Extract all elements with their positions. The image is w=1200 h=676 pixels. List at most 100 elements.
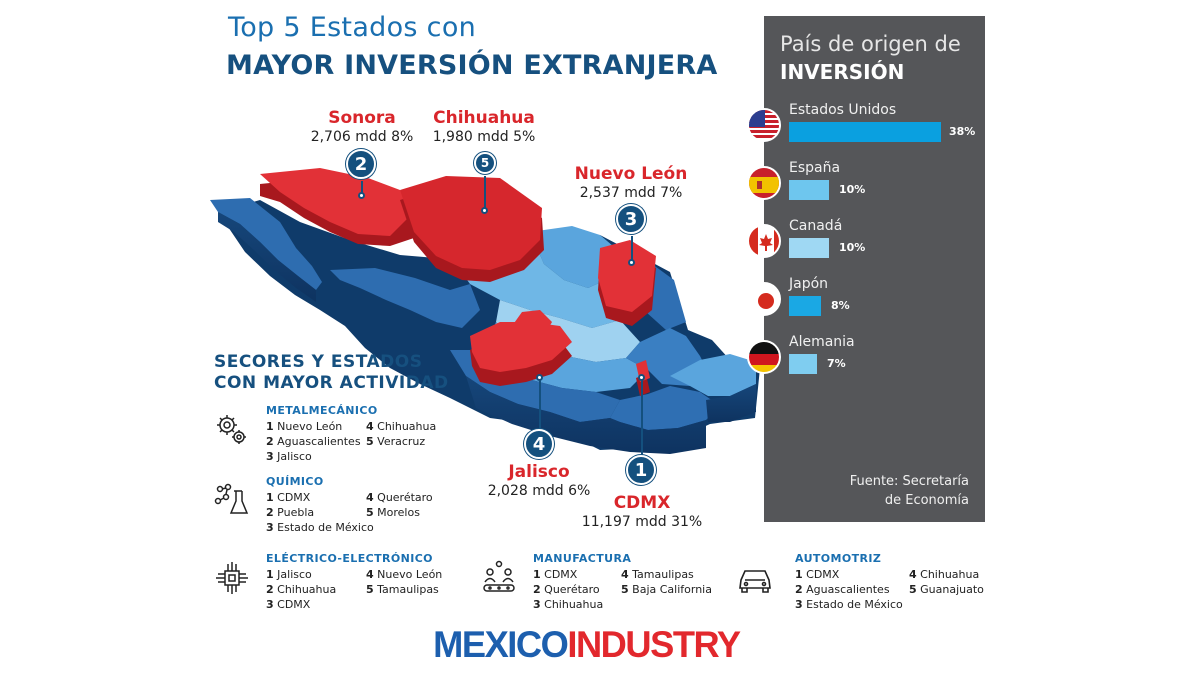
state-value: 2,706 mdd 8%: [310, 129, 414, 145]
sector-rank-item: 5 Baja California: [621, 583, 712, 596]
sector-name: QUÍMICO: [266, 475, 324, 488]
sector-name: METALMECÁNICO: [266, 404, 378, 417]
sector-name: ELÉCTRICO-ELECTRÓNICO: [266, 552, 433, 565]
map-baja-california: [210, 198, 322, 290]
car-icon: [739, 570, 771, 593]
state-name: Nuevo León: [574, 164, 688, 184]
sector-quimico: QUÍMICO 1 CDMX 2 Puebla 3 Estado de Méxi…: [214, 475, 466, 535]
gears-icon: [217, 415, 246, 444]
map-south-east: [610, 386, 720, 430]
country-row-spain: España 10%: [747, 160, 985, 210]
state-value: 2,028 mdd 6%: [487, 483, 591, 499]
origin-title-1: País de origen de: [780, 32, 961, 56]
map-jalisco: [470, 310, 572, 386]
country-name: Japón: [789, 276, 829, 292]
title-line-1: Top 5 Estados con: [228, 12, 477, 43]
country-bar: [789, 354, 817, 374]
map-nuevo-leon: [598, 240, 656, 326]
pin-dot: [481, 207, 488, 214]
sectors-title-line-2: CON MAYOR ACTIVIDAD: [214, 373, 449, 393]
germany-flag-icon: [747, 340, 781, 374]
sector-rank-item: 4 Tamaulipas: [621, 568, 694, 581]
sector-rank-item: 1 CDMX: [266, 491, 311, 504]
state-label-cdmx: CDMX 11,197 mdd 31%: [574, 493, 710, 530]
pin-line: [484, 176, 486, 210]
flask-molecule-icon: [214, 483, 249, 514]
country-name: España: [789, 160, 841, 176]
state-value: 1,980 mdd 5%: [432, 129, 536, 145]
state-name: CDMX: [613, 493, 671, 513]
usa-flag-icon: [747, 108, 781, 142]
state-name: Sonora: [328, 108, 396, 128]
country-pct: 7%: [827, 357, 846, 370]
pin-dot: [628, 259, 635, 266]
sector-rank-item: 3 Estado de México: [795, 598, 903, 611]
country-bar: [789, 122, 941, 142]
sector-rank-item: 4 Chihuahua: [909, 568, 980, 581]
map-chihuahua: [400, 176, 544, 282]
pin-dot: [358, 192, 365, 199]
state-value: 2,537 mdd 7%: [579, 185, 683, 201]
map-yucatan: [670, 354, 756, 396]
sector-automotriz: AUTOMOTRIZ 1 CDMX 2 Aguascalientes 3 Est…: [739, 552, 995, 612]
pin-line: [631, 236, 633, 262]
sector-rank-item: 5 Tamaulipas: [366, 583, 439, 596]
map-sinaloa: [330, 268, 480, 328]
origin-panel: País de origen de INVERSIÓN Estados Unid…: [747, 16, 985, 522]
sector-rank-item: 3 Estado de México: [266, 521, 374, 534]
rank-badge-1: 1: [626, 455, 656, 485]
sectors-title: SECORES Y ESTADOS CON MAYOR ACTIVIDAD: [214, 352, 449, 394]
sector-rank-item: 5 Veracruz: [366, 435, 426, 448]
sector-rank-item: 3 CDMX: [266, 598, 311, 611]
sector-rank-item: 2 Chihuahua: [266, 583, 337, 596]
country-bar: [789, 180, 829, 200]
source-note: Fuente: Secretaría de Economía: [850, 472, 969, 510]
country-name: Canadá: [789, 218, 843, 234]
sector-rank-item: 3 Chihuahua: [533, 598, 604, 611]
state-label-jalisco: Jalisco 2,028 mdd 6%: [474, 462, 604, 499]
state-label-sonora: Sonora 2,706 mdd 8%: [298, 108, 426, 145]
country-row-germany: Alemania 7%: [747, 334, 985, 384]
map-south-side: [466, 376, 706, 454]
sector-rank-item: 2 Puebla: [266, 506, 315, 519]
map-north-east: [530, 226, 620, 288]
map-sonora: [260, 168, 414, 246]
sectors-title-line-1: SECORES Y ESTADOS: [214, 352, 423, 372]
sector-manufactura: MANUFACTURA 1 CDMX 2 Querétaro 3 Chihuah…: [483, 552, 733, 612]
rank-badge-2: 2: [346, 149, 376, 179]
sector-metalmecanico: METALMECÁNICO 1 Nuevo León 2 Aguascalien…: [217, 404, 466, 464]
sector-rank-item: 5 Morelos: [366, 506, 420, 519]
conveyor-workers-icon: [483, 560, 515, 592]
sector-rank-item: 1 CDMX: [795, 568, 840, 581]
country-row-japan: Japón 8%: [747, 276, 985, 326]
country-pct: 38%: [949, 125, 976, 138]
country-bar: [789, 238, 829, 258]
country-name: Estados Unidos: [789, 102, 897, 118]
sector-rank-item: 4 Nuevo León: [366, 568, 443, 581]
state-name: Jalisco: [508, 462, 570, 482]
sector-rank-item: 4 Chihuahua: [366, 420, 437, 433]
circuit-chip-icon: [216, 562, 248, 594]
source-line-2: de Economía: [884, 493, 969, 508]
country-pct: 8%: [831, 299, 850, 312]
sector-rank-item: 1 CDMX: [533, 568, 578, 581]
mexico-industry-logo: MEXICOINDUSTRY: [433, 624, 741, 666]
country-row-usa: Estados Unidos 38%: [747, 102, 985, 152]
logo-part-2: INDUSTRY: [567, 624, 741, 665]
sector-rank-item: 4 Querétaro: [366, 491, 433, 504]
country-pct: 10%: [839, 241, 866, 254]
sector-name: MANUFACTURA: [533, 552, 632, 565]
rank-badge-5: 5: [474, 152, 496, 174]
sector-rank-item: 1 Nuevo León: [266, 420, 343, 433]
title-line-2: MAYOR INVERSIÓN EXTRANJERA: [226, 50, 718, 81]
pin-line: [361, 181, 363, 195]
source-line-1: Fuente: Secretaría: [849, 474, 969, 489]
mexico-map: [210, 168, 760, 454]
state-name: Chihuahua: [433, 108, 535, 128]
sector-name: AUTOMOTRIZ: [795, 552, 882, 565]
sector-rank-item: 2 Aguascalientes: [266, 435, 361, 448]
country-name: Alemania: [789, 334, 855, 350]
pin-line: [539, 380, 541, 430]
japan-flag-icon: [747, 282, 781, 316]
country-bar: [789, 296, 821, 316]
